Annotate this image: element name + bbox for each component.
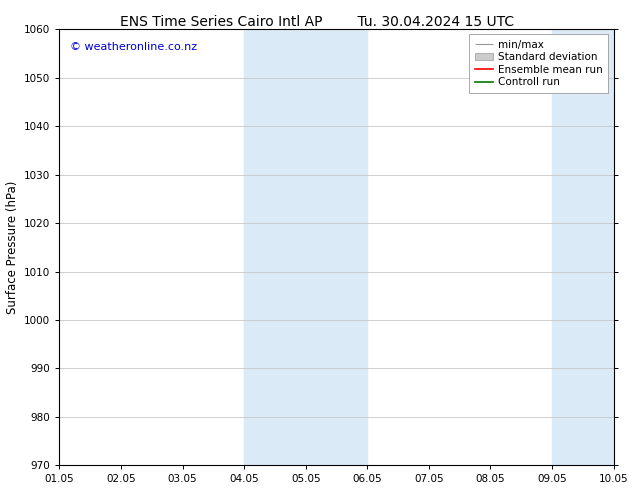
Legend: min/max, Standard deviation, Ensemble mean run, Controll run: min/max, Standard deviation, Ensemble me… (469, 34, 609, 93)
Text: © weatheronline.co.nz: © weatheronline.co.nz (70, 42, 198, 52)
Bar (552, 29, 614, 465)
Text: ENS Time Series Cairo Intl AP        Tu. 30.04.2024 15 UTC: ENS Time Series Cairo Intl AP Tu. 30.04.… (120, 15, 514, 29)
Y-axis label: Surface Pressure (hPa): Surface Pressure (hPa) (6, 181, 18, 314)
Bar (244, 29, 367, 465)
